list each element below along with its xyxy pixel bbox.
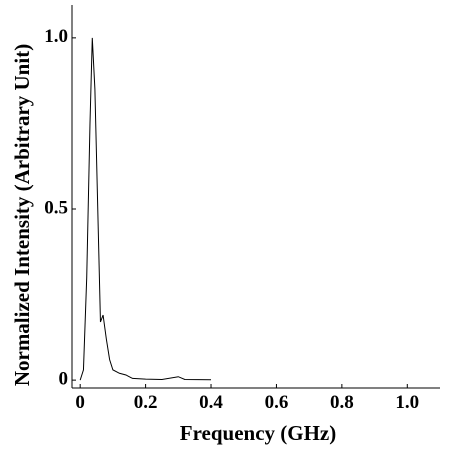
y-tick-label: 0.5 xyxy=(44,197,68,218)
x-tick-label: 0 xyxy=(75,392,85,413)
x-tick-label: 1.0 xyxy=(395,392,419,413)
data-line xyxy=(79,37,212,381)
x-tick-label: 0.6 xyxy=(265,392,289,413)
x-tick-label: 0.4 xyxy=(199,392,223,413)
y-tick-label: 1.0 xyxy=(44,26,68,47)
y-tick-label: 0 xyxy=(59,368,69,389)
x-tick-label: 0.8 xyxy=(330,392,354,413)
y-axis-label: Normalized Intensity (Arbitrary Unit) xyxy=(10,44,34,386)
x-axis-label: Frequency (GHz) xyxy=(180,421,337,445)
x-tick-label: 0.2 xyxy=(134,392,158,413)
